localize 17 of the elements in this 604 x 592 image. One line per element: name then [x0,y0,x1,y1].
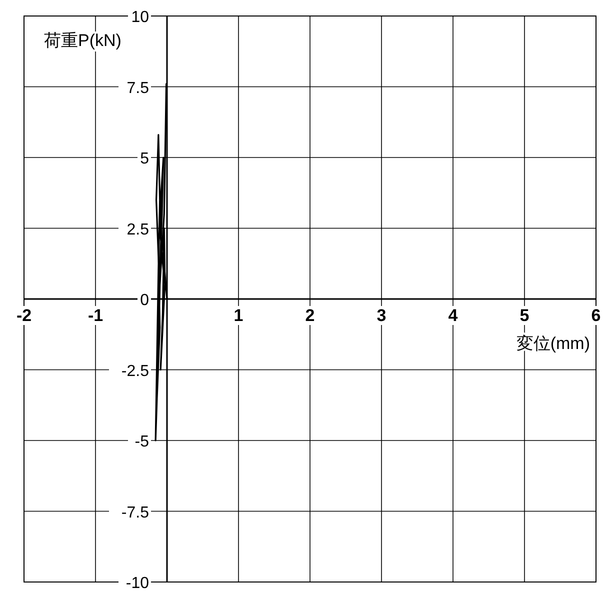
y-tick-label: 10 [131,9,150,26]
y-tick-label: -5 [134,434,150,450]
y-tick-label: -10 [126,575,150,592]
x-tick-label: 6 [591,306,601,325]
x-tick-label: 3 [376,306,386,325]
x-tick-label: -2 [16,306,32,325]
y-tick-label: 5 [140,150,150,168]
x-tick-label: 1 [234,306,244,325]
x-tick-label: 4 [448,306,458,325]
y-tick-label: -2.5 [121,362,150,380]
y-tick-label: 2.5 [126,221,150,238]
x-tick-label: 2 [305,306,315,325]
y-tick-label: 7.5 [126,80,150,97]
y-tick-label: -7.5 [121,504,150,522]
y-tick-label: 0 [140,292,150,309]
x-tick-label: 5 [520,306,530,325]
x-tick-label: -1 [88,306,104,325]
